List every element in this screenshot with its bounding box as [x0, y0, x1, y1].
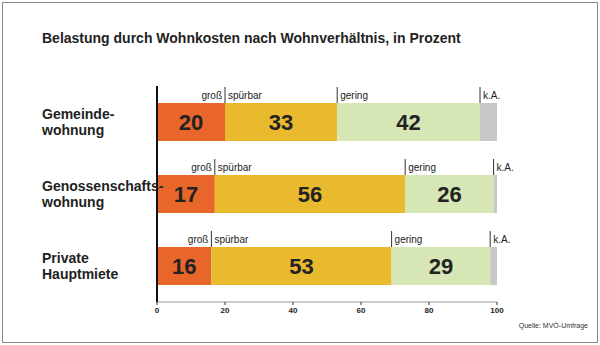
- svg-text:Genossenschafts-wohnung: Genossenschafts-wohnung: [41, 178, 164, 210]
- html-text:Belastung durch Wohnkosten nac: Belastung durch Wohnkosten nach Wohnverh…: [42, 30, 461, 46]
- svg-text:56: 56: [298, 182, 322, 207]
- svg-text:k.A.: k.A.: [483, 90, 500, 101]
- svg-text:17: 17: [174, 182, 198, 207]
- svg-text:k.A.: k.A.: [493, 234, 510, 245]
- svg-text:40: 40: [289, 306, 298, 315]
- svg-text:gering: gering: [408, 162, 436, 173]
- svg-text:60: 60: [357, 306, 366, 315]
- svg-text:groß: groß: [188, 234, 209, 245]
- svg-text:0: 0: [155, 306, 160, 315]
- svg-text:PrivateHauptmiete: PrivateHauptmiete: [42, 250, 118, 282]
- svg-text:gering: gering: [340, 90, 368, 101]
- svg-text:groß: groß: [201, 90, 222, 101]
- svg-text:20: 20: [221, 306, 230, 315]
- svg-text:33: 33: [269, 110, 293, 135]
- svg-text:80: 80: [425, 306, 434, 315]
- svg-text:gering: gering: [395, 234, 423, 245]
- svg-text:20: 20: [179, 110, 203, 135]
- svg-text:groß: groß: [191, 162, 212, 173]
- svg-text:53: 53: [289, 254, 313, 279]
- svg-text:26: 26: [437, 182, 461, 207]
- svg-text:spürbar: spürbar: [228, 90, 263, 101]
- svg-text:Gemeinde-wohnung: Gemeinde-wohnung: [41, 106, 115, 138]
- svg-text:29: 29: [429, 254, 453, 279]
- svg-text:spürbar: spürbar: [218, 162, 253, 173]
- svg-text:k.A.: k.A.: [497, 162, 514, 173]
- svg-text:spürbar: spürbar: [214, 234, 249, 245]
- svg-text:16: 16: [172, 254, 196, 279]
- svg-text:42: 42: [396, 110, 420, 135]
- svg-text:100: 100: [490, 306, 504, 315]
- html-text:Quelle: MVÖ-Umfrage: Quelle: MVÖ-Umfrage: [518, 322, 588, 329]
